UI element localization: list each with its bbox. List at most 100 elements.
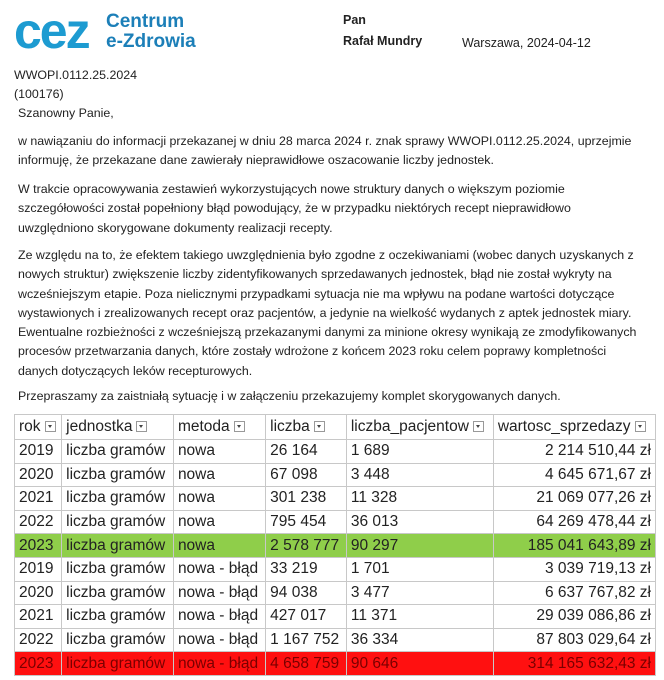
table-cell: 3 039 719,13 zł xyxy=(492,556,657,582)
table-cell: 2021 xyxy=(13,486,63,511)
table-cell: nowa - błąd xyxy=(172,651,267,676)
table-row: 2020 liczba gramów nowa - błąd 94 038 3 477 6… xyxy=(13,580,657,606)
greeting: Szanowny Panie, xyxy=(18,106,114,120)
table-row: 2023 liczba gramów nowa - błąd 4 658 759 90 … xyxy=(13,651,657,676)
table-cell: 36 013 xyxy=(345,509,494,535)
column-title: rok xyxy=(19,418,41,435)
paragraph: w nawiązaniu do informacji przekazanej w… xyxy=(18,134,632,168)
table-cell: 36 334 xyxy=(345,627,494,653)
table-cell: nowa xyxy=(172,509,267,535)
table-cell: 64 269 478,44 zł xyxy=(492,509,657,535)
logo-line: Centrum xyxy=(106,11,184,32)
table-row: 2019 liczba gramów nowa - błąd 33 219 1 701 3… xyxy=(13,556,657,582)
table-cell: 1 701 xyxy=(345,556,494,582)
column-header: liczba_pacjentow xyxy=(345,414,494,440)
table-cell: 795 454 xyxy=(265,509,347,535)
table-cell: liczba gramów xyxy=(61,533,174,558)
table-row: 2023 liczba gramów nowa 2 578 777 90 297 185 … xyxy=(13,533,657,558)
table-cell: nowa xyxy=(172,439,267,464)
table-cell: 2022 xyxy=(13,509,63,535)
table-row: 2020 liczba gramów nowa 67 098 3 448 4 645 67… xyxy=(13,462,657,488)
table-cell: liczba gramów xyxy=(61,604,174,629)
reference: (100176) xyxy=(14,87,64,101)
filter-button[interactable] xyxy=(472,421,484,433)
salutation: Pan xyxy=(343,13,366,27)
table-cell: 6 637 767,82 zł xyxy=(492,580,657,606)
table-cell: nowa xyxy=(172,533,267,558)
reference: WWOPI.0112.25.2024 xyxy=(14,68,138,82)
column-header: liczba xyxy=(265,414,347,440)
data-table: rok jednostka metoda liczba liczba_pacjentow… xyxy=(13,414,657,676)
table-cell: 2023 xyxy=(13,533,63,558)
table-cell: 314 165 632,43 zł xyxy=(492,651,657,676)
table-cell: 3 477 xyxy=(345,580,494,606)
table-row: 2022 liczba gramów nowa - błąd 1 167 752 36 … xyxy=(13,627,657,653)
logo-mark: cez xyxy=(14,3,90,59)
table-cell: liczba gramów xyxy=(61,556,174,582)
table-row: 2022 liczba gramów nowa 795 454 36 013 64 269… xyxy=(13,509,657,535)
table-cell: liczba gramów xyxy=(61,486,174,511)
addressee-name: Rafał Mundry xyxy=(343,34,423,48)
filter-button[interactable] xyxy=(233,421,245,433)
table-cell: 29 039 086,86 zł xyxy=(492,604,657,629)
filter-button[interactable] xyxy=(44,421,56,433)
table-cell: 11 371 xyxy=(345,604,494,629)
place-date: Warszawa, 2024-04-12 xyxy=(462,36,591,50)
table-cell: nowa - błąd xyxy=(172,604,267,629)
table-cell: liczba gramów xyxy=(61,580,174,606)
table-cell: nowa - błąd xyxy=(172,627,267,653)
table-cell: liczba gramów xyxy=(61,439,174,464)
table-cell: 4 658 759 xyxy=(265,651,347,676)
table-cell: 94 038 xyxy=(265,580,347,606)
table-cell: 2019 xyxy=(13,439,63,464)
table-cell: 2020 xyxy=(13,580,63,606)
column-title: jednostka xyxy=(66,418,133,435)
filter-button[interactable] xyxy=(313,421,325,433)
table-cell: 26 164 xyxy=(265,439,347,464)
column-header: wartosc_sprzedazy xyxy=(492,414,657,440)
column-header: metoda xyxy=(172,414,267,440)
table-cell: 2022 xyxy=(13,627,63,653)
table-cell: 2020 xyxy=(13,462,63,488)
table-cell: 301 238 xyxy=(265,486,347,511)
table-cell: 2023 xyxy=(13,651,63,676)
table-cell: 87 803 029,64 zł xyxy=(492,627,657,653)
table-cell: 1 167 752 xyxy=(265,627,347,653)
table-row: 2021 liczba gramów nowa 301 238 11 328 21 069… xyxy=(13,486,657,511)
logo-line: e-Zdrowia xyxy=(106,31,196,52)
filter-button[interactable] xyxy=(136,421,148,433)
logo: cez Centrum e-Zdrowia xyxy=(14,3,196,59)
table-cell: 33 219 xyxy=(265,556,347,582)
paragraph: W trakcie opracowywania zestawień wykorz… xyxy=(18,182,571,235)
table-cell: 2 214 510,44 zł xyxy=(492,439,657,464)
table-cell: 90 297 xyxy=(345,533,494,558)
paragraph: Przepraszamy za zaistniałą sytuację i w … xyxy=(18,389,561,403)
table-cell: liczba gramów xyxy=(61,651,174,676)
table-cell: liczba gramów xyxy=(61,627,174,653)
table-cell: liczba gramów xyxy=(61,462,174,488)
column-title: wartosc_sprzedazy xyxy=(497,418,631,435)
table-row: 2021 liczba gramów nowa - błąd 427 017 11 37… xyxy=(13,604,657,629)
filter-button[interactable] xyxy=(634,421,646,433)
table-cell: nowa - błąd xyxy=(172,556,267,582)
table-cell: 1 689 xyxy=(345,439,494,464)
table-cell: 2 578 777 xyxy=(265,533,347,558)
table-cell: 67 098 xyxy=(265,462,347,488)
column-header: jednostka xyxy=(61,414,174,440)
column-title: liczba xyxy=(270,418,310,435)
table-cell: nowa - błąd xyxy=(172,580,267,606)
table-cell: nowa xyxy=(172,462,267,488)
table-cell: 90 646 xyxy=(345,651,494,676)
column-header: rok xyxy=(13,414,63,440)
table-cell: liczba gramów xyxy=(61,509,174,535)
table-cell: 2021 xyxy=(13,604,63,629)
table-cell: 11 328 xyxy=(345,486,494,511)
table-cell: 21 069 077,26 zł xyxy=(492,486,657,511)
column-title: metoda xyxy=(177,418,230,435)
table-cell: 4 645 671,67 zł xyxy=(492,462,657,488)
column-title: liczba_pacjentow xyxy=(350,418,469,435)
table-cell: nowa xyxy=(172,486,267,511)
paragraph: Ze względu na to, że efektem takiego uwz… xyxy=(18,248,637,378)
table-row: 2019 liczba gramów nowa 26 164 1 689 2 214 51… xyxy=(13,439,657,464)
